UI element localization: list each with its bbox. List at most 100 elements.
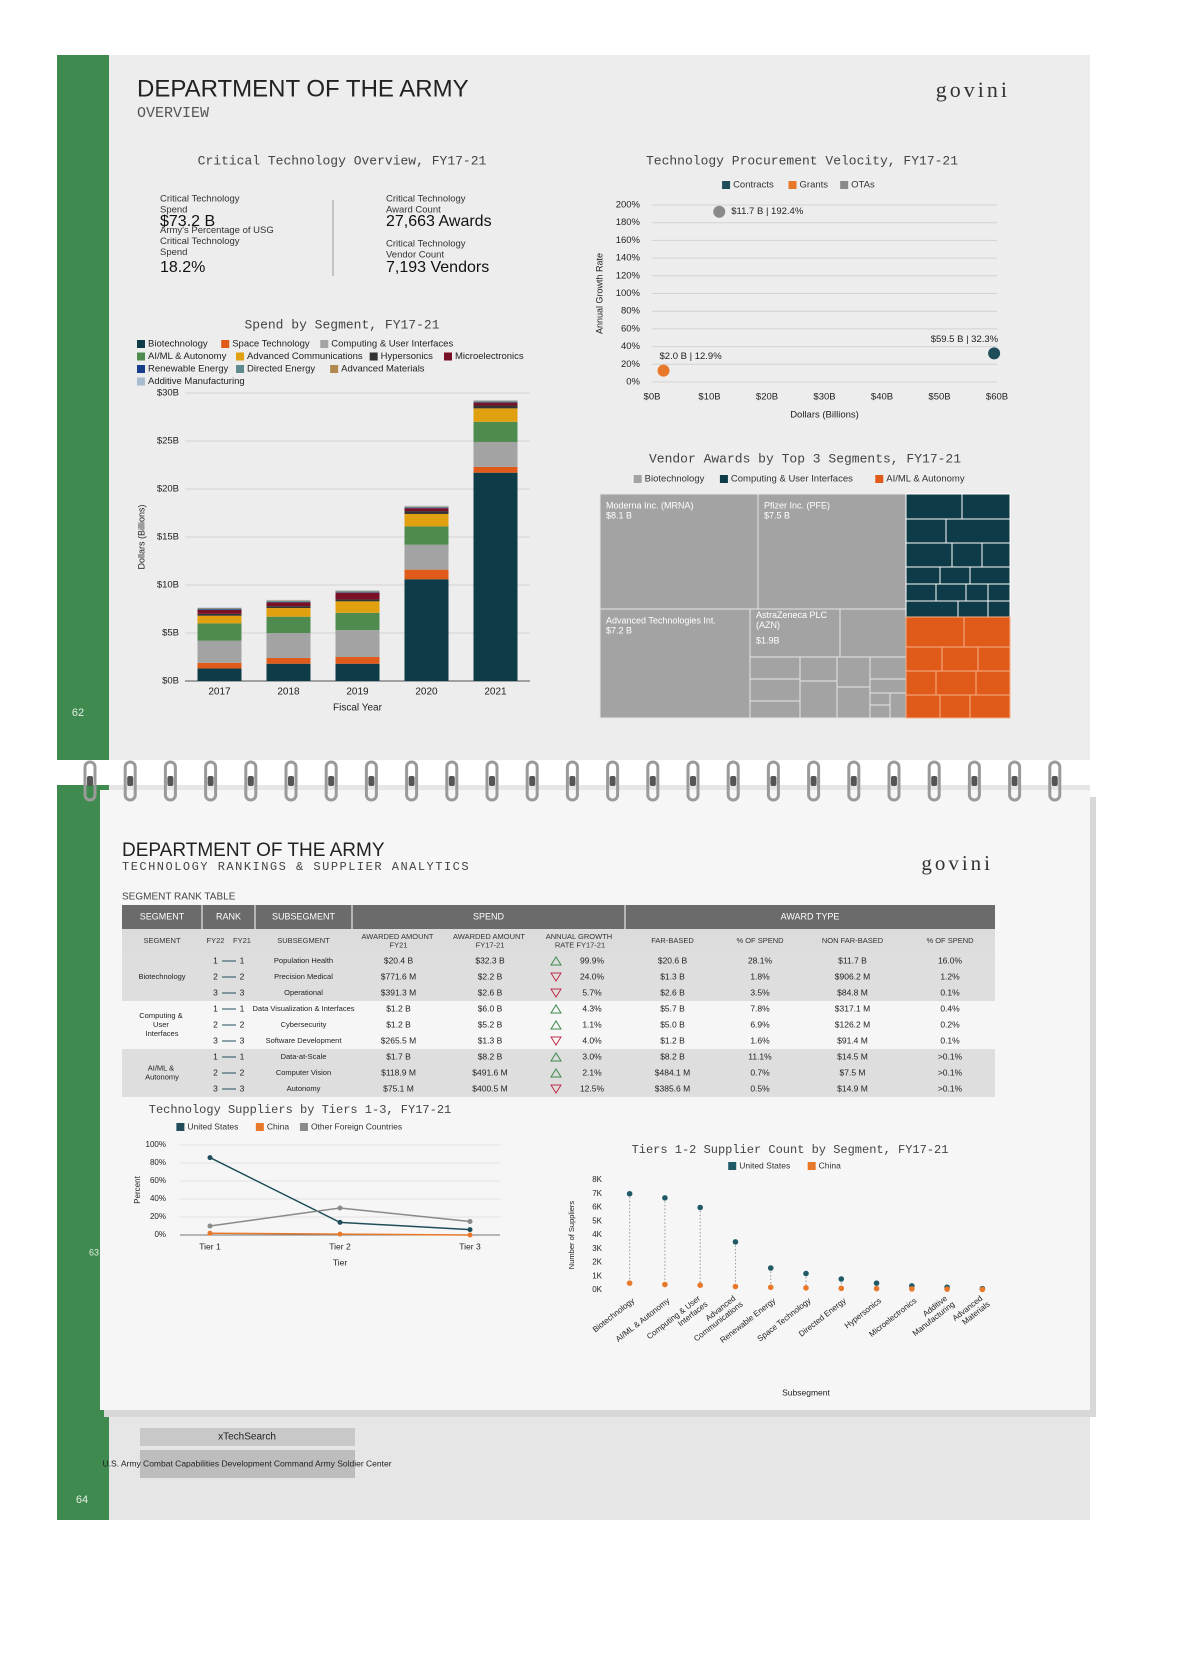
table-cell: Data-at-Scale bbox=[281, 1052, 327, 1061]
treemap-value: $8.1 B bbox=[606, 510, 632, 520]
treemap-cell bbox=[599, 608, 751, 719]
x-axis-label: Dollars (Billions) bbox=[790, 410, 859, 421]
ring bbox=[485, 760, 499, 802]
bar-segment bbox=[404, 508, 449, 512]
ring bbox=[83, 760, 97, 802]
table-cell: 99.9% bbox=[580, 955, 605, 965]
table-cell: >0.1% bbox=[938, 1083, 963, 1093]
ring bbox=[967, 760, 981, 802]
legend-swatch bbox=[255, 1123, 264, 1131]
table-cell: 0.4% bbox=[940, 1003, 960, 1013]
table-cell: 6.9% bbox=[750, 1019, 770, 1029]
table-cell: 0.2% bbox=[940, 1019, 960, 1029]
legend-swatch bbox=[137, 365, 145, 373]
chart-title: Technology Procurement Velocity, FY17-21 bbox=[646, 153, 958, 168]
legend-swatch bbox=[369, 352, 378, 361]
y-tick-label: $30B bbox=[157, 388, 179, 399]
y-tick-label: 0% bbox=[626, 377, 640, 388]
legend-label: Renewable Energy bbox=[148, 364, 229, 375]
stat-label: Critical Technology Spend bbox=[160, 193, 242, 215]
y-tick-label: 80% bbox=[150, 1158, 166, 1167]
table-cell: $2.6 B bbox=[478, 987, 503, 997]
ring-hole bbox=[448, 776, 455, 786]
back-text: xTechSearch bbox=[218, 1432, 276, 1443]
bar-segment bbox=[473, 402, 518, 406]
page-number: 63 bbox=[89, 1247, 99, 1257]
table-cell: $265.5 M bbox=[381, 1035, 416, 1045]
table-subheader-cell: % OF SPEND bbox=[926, 936, 974, 945]
y-tick-label: 100% bbox=[616, 288, 641, 299]
table-subheader-cell: % OF SPEND bbox=[736, 936, 784, 945]
bar-segment bbox=[197, 608, 242, 610]
page-subtitle: OVERVIEW bbox=[137, 105, 209, 122]
treemap-label: Moderna Inc. (MRNA) bbox=[606, 500, 694, 510]
page-number: 62 bbox=[72, 707, 84, 719]
page-curl bbox=[100, 790, 1090, 1410]
ring bbox=[807, 760, 821, 802]
y-tick-label: 20% bbox=[150, 1212, 166, 1221]
spiral bbox=[83, 760, 1062, 802]
trend-arrow bbox=[550, 972, 562, 982]
ring bbox=[163, 760, 177, 802]
x-axis-label: Tier bbox=[333, 1257, 347, 1267]
stat-label: Critical Technology Vendor Count bbox=[386, 238, 468, 260]
table-cell: 1.8% bbox=[750, 971, 770, 981]
table-cell: 2 bbox=[213, 1019, 218, 1029]
trend-arrow bbox=[550, 1052, 562, 1062]
table-cell: 1.1% bbox=[582, 1019, 602, 1029]
legend-swatch bbox=[719, 475, 728, 483]
table-cell: $400.5 M bbox=[472, 1083, 507, 1093]
treemap-label: AstraZeneca PLC (AZN) bbox=[756, 610, 830, 630]
trend-arrow bbox=[550, 1084, 562, 1094]
legend-swatch bbox=[137, 340, 145, 348]
table-cell: $317.1 M bbox=[835, 1003, 870, 1013]
y-tick-label: 80% bbox=[621, 306, 641, 317]
table-cell: $32.3 B bbox=[475, 955, 505, 965]
x-axis-label: Fiscal Year bbox=[333, 703, 383, 714]
table-cell: Computer Vision bbox=[276, 1068, 331, 1077]
dot bbox=[909, 1286, 915, 1292]
legend-label: Advanced Communications bbox=[247, 351, 363, 362]
x-tick-label: 2017 bbox=[208, 687, 231, 698]
y-tick-label: $10B bbox=[157, 580, 179, 591]
ring bbox=[766, 760, 780, 802]
table-cell: $8.2 B bbox=[660, 1051, 685, 1061]
x-tick-label: $30B bbox=[813, 392, 835, 403]
series-point bbox=[207, 1230, 213, 1236]
dot bbox=[838, 1285, 845, 1292]
bar-segment bbox=[266, 608, 311, 617]
table-cell: 3 bbox=[213, 987, 218, 997]
table-cell: Population Health bbox=[274, 956, 333, 965]
chart-title: Tiers 1-2 Supplier Count by Segment, FY1… bbox=[632, 1143, 949, 1157]
bar-segment bbox=[404, 569, 449, 580]
bar-segment bbox=[335, 601, 380, 613]
bar-segment bbox=[335, 599, 380, 602]
legend-label: Computing & User Interfaces bbox=[731, 474, 853, 485]
bar-segment bbox=[197, 623, 242, 641]
table-cell: $491.6 M bbox=[472, 1067, 507, 1077]
table-cell: $385.6 M bbox=[655, 1083, 690, 1093]
table-cell: 0.7% bbox=[750, 1067, 770, 1077]
stat-value: $73.2 B bbox=[160, 213, 215, 230]
y-tick-label: $20B bbox=[157, 484, 179, 495]
legend-label: China bbox=[819, 1160, 841, 1170]
table-subheader-cell: FAR-BASED bbox=[651, 936, 694, 945]
trend-arrow bbox=[550, 1036, 562, 1046]
series-point bbox=[337, 1219, 343, 1225]
legend-label: Other Foreign Countries bbox=[311, 1121, 402, 1131]
ring-hole bbox=[87, 776, 93, 786]
bar-segment bbox=[197, 609, 242, 614]
x-tick-label: $10B bbox=[698, 392, 720, 403]
y-axis-label: Number of Suppliers bbox=[567, 1201, 576, 1270]
bar-segment bbox=[197, 668, 242, 681]
y-tick-label: 180% bbox=[616, 217, 641, 228]
bar-segment bbox=[266, 663, 311, 681]
series-point bbox=[337, 1231, 343, 1237]
scatter-point bbox=[713, 205, 726, 218]
x-tick-label: $40B bbox=[871, 392, 893, 403]
bar-segment bbox=[473, 441, 518, 467]
y-axis-label: Dollars (Billions) bbox=[136, 504, 146, 569]
ring bbox=[324, 760, 338, 802]
legend-label: United States bbox=[739, 1160, 790, 1170]
ring bbox=[565, 760, 579, 802]
